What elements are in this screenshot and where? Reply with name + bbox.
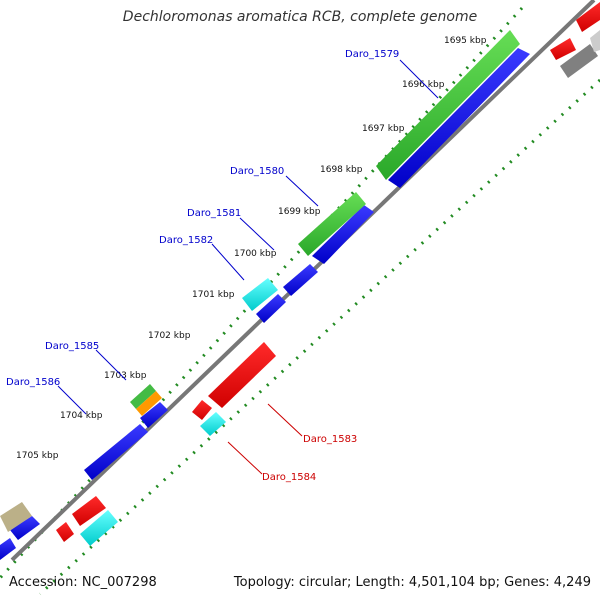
callout-line xyxy=(57,385,87,415)
gene-arrow[interactable] xyxy=(576,2,600,32)
kbp-label: 1700 kbp xyxy=(234,249,277,259)
features-inner xyxy=(80,412,226,546)
gene-arrow[interactable] xyxy=(388,48,530,188)
feature-orange[interactable] xyxy=(136,391,162,416)
feature-gray[interactable] xyxy=(560,44,598,78)
gene-label-daro-1582[interactable]: Daro_1582 xyxy=(159,235,213,246)
feature-green[interactable] xyxy=(298,192,366,256)
gene-arrow[interactable] xyxy=(10,516,40,540)
inner-tick-line xyxy=(38,78,600,596)
gene-labels: Daro_1579 Daro_1580 Daro_1581 Daro_1582 … xyxy=(6,49,399,483)
gene-label-daro-1583[interactable]: Daro_1583 xyxy=(303,434,357,445)
callout-lines xyxy=(57,59,439,475)
reverse-strand-genes xyxy=(56,2,600,542)
topology-text: Topology: circular; Length: 4,501,104 bp… xyxy=(233,575,591,590)
kbp-label: 1698 kbp xyxy=(320,165,363,175)
gene-arrow[interactable] xyxy=(256,294,286,323)
kbp-label: 1701 kbp xyxy=(192,290,235,300)
gene-arrow[interactable] xyxy=(208,342,276,408)
kbp-label: 1703 kbp xyxy=(104,371,147,381)
map-title: Dechloromonas aromatica RCB, complete ge… xyxy=(122,9,478,25)
gene-arrow[interactable] xyxy=(283,264,318,296)
gene-arrow[interactable] xyxy=(192,400,212,420)
gene-arrow[interactable] xyxy=(84,424,148,480)
feature-gray[interactable] xyxy=(590,30,600,52)
feature-cyan[interactable] xyxy=(200,412,226,436)
forward-strand-genes xyxy=(0,48,530,560)
kbp-label: 1699 kbp xyxy=(278,207,321,217)
callout-line xyxy=(285,175,319,207)
callout-line xyxy=(95,349,127,381)
gene-arrow[interactable] xyxy=(550,38,576,60)
callout-line xyxy=(399,59,439,99)
gene-arrow[interactable] xyxy=(56,522,74,542)
callout-line xyxy=(239,217,275,251)
gene-arrow[interactable] xyxy=(140,402,168,428)
callout-line xyxy=(211,243,245,281)
gene-arrow[interactable] xyxy=(312,205,374,264)
kbp-label: 1697 kbp xyxy=(362,124,405,134)
callout-line xyxy=(227,441,263,475)
callout-line xyxy=(267,403,303,437)
gene-label-daro-1584[interactable]: Daro_1584 xyxy=(262,472,316,483)
kbp-label: 1705 kbp xyxy=(16,451,59,461)
gene-label-daro-1586[interactable]: Daro_1586 xyxy=(6,377,60,388)
kbp-label: 1696 kbp xyxy=(402,80,445,90)
feature-green[interactable] xyxy=(376,30,520,180)
feature-green[interactable] xyxy=(130,384,156,409)
kbp-label: 1702 kbp xyxy=(148,331,191,341)
gene-label-daro-1581[interactable]: Daro_1581 xyxy=(187,208,241,219)
kbp-label: 1695 kbp xyxy=(444,36,487,46)
feature-khaki[interactable] xyxy=(0,502,32,532)
kbp-label: 1704 kbp xyxy=(60,411,103,421)
accession-text: Accession: NC_007298 xyxy=(9,575,157,590)
gene-arrow[interactable] xyxy=(0,538,16,560)
kbp-tick-labels: 1695 kbp 1696 kbp 1697 kbp 1698 kbp 1699… xyxy=(16,36,487,461)
gene-arrow[interactable] xyxy=(72,496,106,526)
feature-cyan[interactable] xyxy=(80,510,118,546)
gene-label-daro-1579[interactable]: Daro_1579 xyxy=(345,49,399,60)
gene-label-daro-1580[interactable]: Daro_1580 xyxy=(230,166,284,177)
gene-label-daro-1585[interactable]: Daro_1585 xyxy=(45,341,99,352)
features-outer xyxy=(0,30,520,532)
feature-cyan[interactable] xyxy=(242,278,278,311)
